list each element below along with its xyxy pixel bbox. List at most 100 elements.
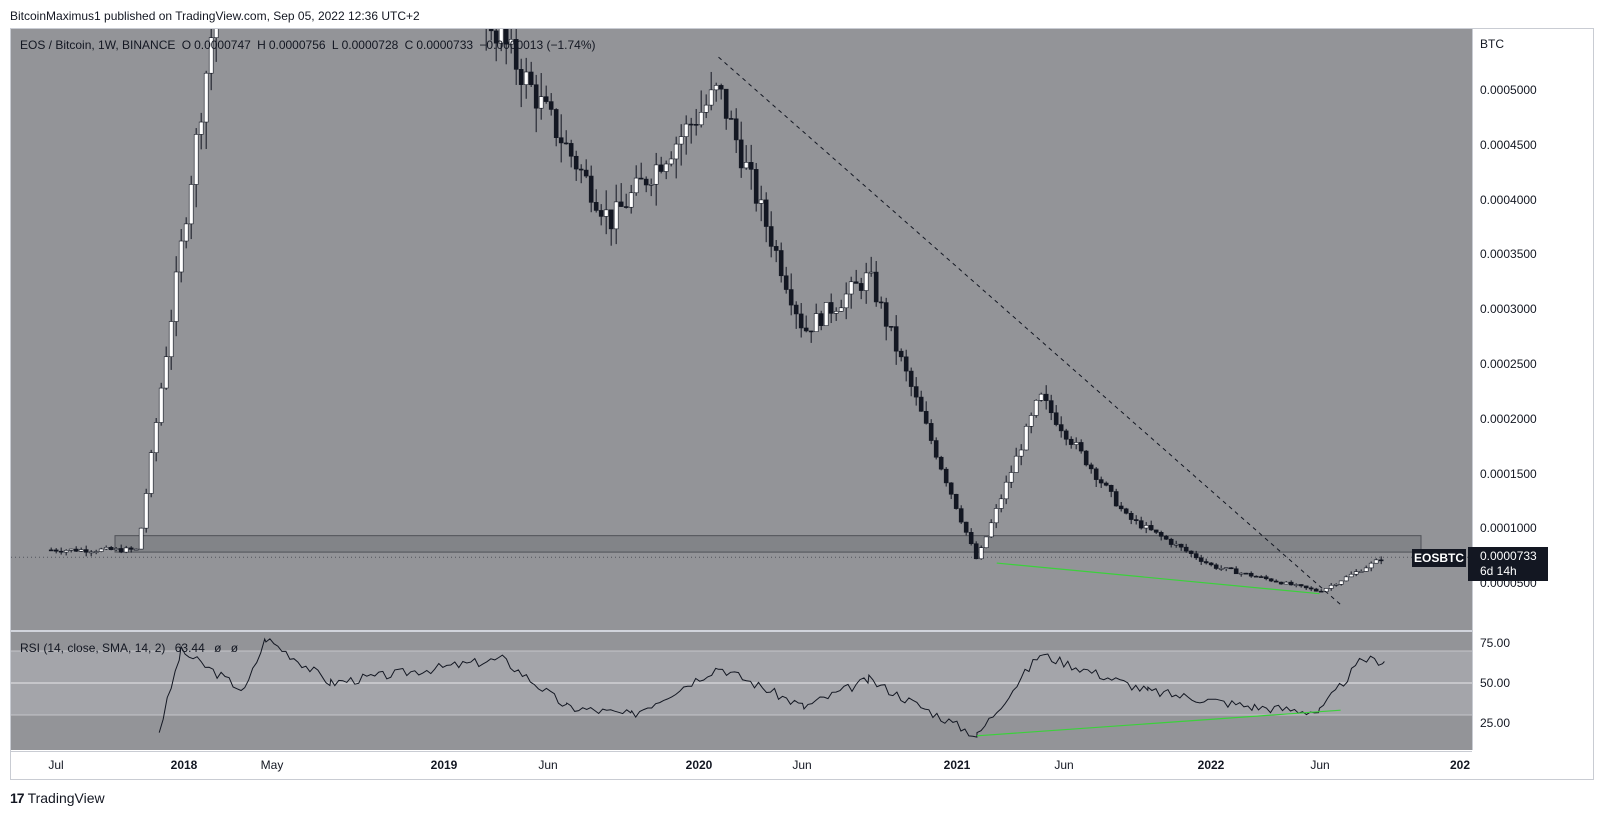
- candle-body: [883, 302, 889, 327]
- candle-body: [718, 85, 724, 90]
- candle-body: [188, 184, 194, 225]
- candle-body: [603, 209, 609, 217]
- candle-body: [863, 272, 869, 291]
- candle-body: [103, 547, 109, 550]
- candle-body: [973, 543, 979, 560]
- candle-body: [513, 39, 519, 70]
- candle-body: [1188, 550, 1194, 554]
- candle-body: [823, 302, 829, 326]
- candle-body: [1268, 578, 1274, 582]
- rsi-title: RSI (14, close, SMA, 14, 2): [20, 641, 166, 655]
- rsi-divergence-line: [976, 709, 1341, 737]
- candle-body: [1023, 425, 1029, 451]
- candle-body: [803, 327, 809, 332]
- candle-body: [913, 386, 919, 398]
- close-value: 0.0000733: [416, 38, 474, 52]
- candle-body: [768, 226, 774, 247]
- candle-body: [1073, 442, 1079, 445]
- candle-body: [1078, 442, 1084, 452]
- candle-body: [1353, 571, 1359, 575]
- candle-body: [1018, 449, 1024, 457]
- candle-body: [583, 169, 589, 177]
- candle-body: [903, 356, 909, 372]
- candle-body: [658, 164, 664, 172]
- candle-body: [698, 112, 704, 126]
- candle-body: [1128, 512, 1134, 520]
- candle-body: [988, 522, 994, 538]
- candle-body: [858, 283, 864, 291]
- candle-body: [678, 136, 684, 145]
- candle-body: [623, 206, 629, 208]
- candle-body: [1208, 562, 1214, 566]
- candle-body: [763, 199, 769, 227]
- candle-body: [878, 301, 884, 304]
- symbol-title: EOS / Bitcoin, 1W, BINANCE: [20, 38, 176, 52]
- candle-body: [98, 548, 104, 552]
- candle-body: [738, 139, 744, 169]
- candle-body: [868, 271, 874, 274]
- candle-body: [508, 39, 514, 45]
- candle-body: [1303, 585, 1309, 589]
- candle-body: [1058, 424, 1064, 432]
- candle-body: [68, 548, 74, 551]
- descending-resistance-line: [718, 56, 1341, 606]
- candle-body: [588, 175, 594, 203]
- candle-body: [1338, 580, 1344, 585]
- candle-body: [148, 452, 154, 494]
- candle-body: [488, 29, 494, 32]
- time-tick-label: Jun: [538, 758, 558, 772]
- candle-body: [1293, 584, 1299, 586]
- candles-group: [48, 0, 1384, 593]
- candle-body: [523, 71, 529, 85]
- tradingview-logo[interactable]: 17 TradingView: [10, 790, 105, 806]
- candle-body: [543, 96, 549, 102]
- candle-body: [553, 109, 559, 139]
- candle-body: [1063, 430, 1069, 440]
- candle-body: [1068, 438, 1074, 445]
- candle-body: [998, 498, 1004, 509]
- candle-body: [578, 168, 584, 171]
- candle-body: [53, 549, 59, 552]
- candle-body: [923, 411, 929, 424]
- candle-body: [128, 547, 134, 550]
- candle-body: [1163, 535, 1169, 540]
- candle-body: [1118, 505, 1124, 510]
- candle-body: [828, 302, 834, 314]
- time-tick-label: Jun: [1310, 758, 1330, 772]
- change-value: −0.0000013 (−1.74%): [479, 38, 596, 52]
- candle-body: [558, 137, 564, 144]
- candle-body: [783, 275, 789, 290]
- candle-body: [1168, 538, 1174, 545]
- candle-body: [568, 143, 574, 157]
- time-axis[interactable]: [11, 751, 1472, 779]
- candle-body: [728, 118, 734, 120]
- candle-body: [83, 549, 89, 553]
- candle-body: [1158, 532, 1164, 537]
- candle-body: [158, 387, 164, 423]
- candle-body: [219, 0, 223, 2]
- candle-body: [533, 84, 539, 109]
- candle-body: [938, 456, 944, 470]
- candle-body: [943, 468, 949, 484]
- candle-body: [1203, 561, 1209, 564]
- candle-body: [133, 548, 139, 551]
- rsi-tick-label: 50.00: [1480, 676, 1511, 690]
- candle-body: [748, 162, 754, 170]
- candle-body: [963, 521, 969, 533]
- low-value: 0.0000728: [341, 38, 399, 52]
- price-axis[interactable]: [1472, 29, 1593, 750]
- candle-body: [208, 37, 214, 74]
- pane-separator[interactable]: [11, 630, 1593, 632]
- candle-body: [573, 155, 579, 170]
- candle-body: [1123, 508, 1129, 514]
- candle-body: [753, 169, 759, 204]
- candle-body: [848, 281, 854, 295]
- candle-body: [683, 123, 689, 137]
- candle-body: [853, 281, 859, 284]
- candle-body: [1348, 573, 1354, 578]
- candle-body: [1043, 393, 1049, 401]
- candle-body: [663, 163, 669, 172]
- price-tick-label: 0.0001500: [1480, 466, 1537, 481]
- close-label: C: [404, 38, 414, 52]
- time-tick-label: 202: [1449, 758, 1471, 772]
